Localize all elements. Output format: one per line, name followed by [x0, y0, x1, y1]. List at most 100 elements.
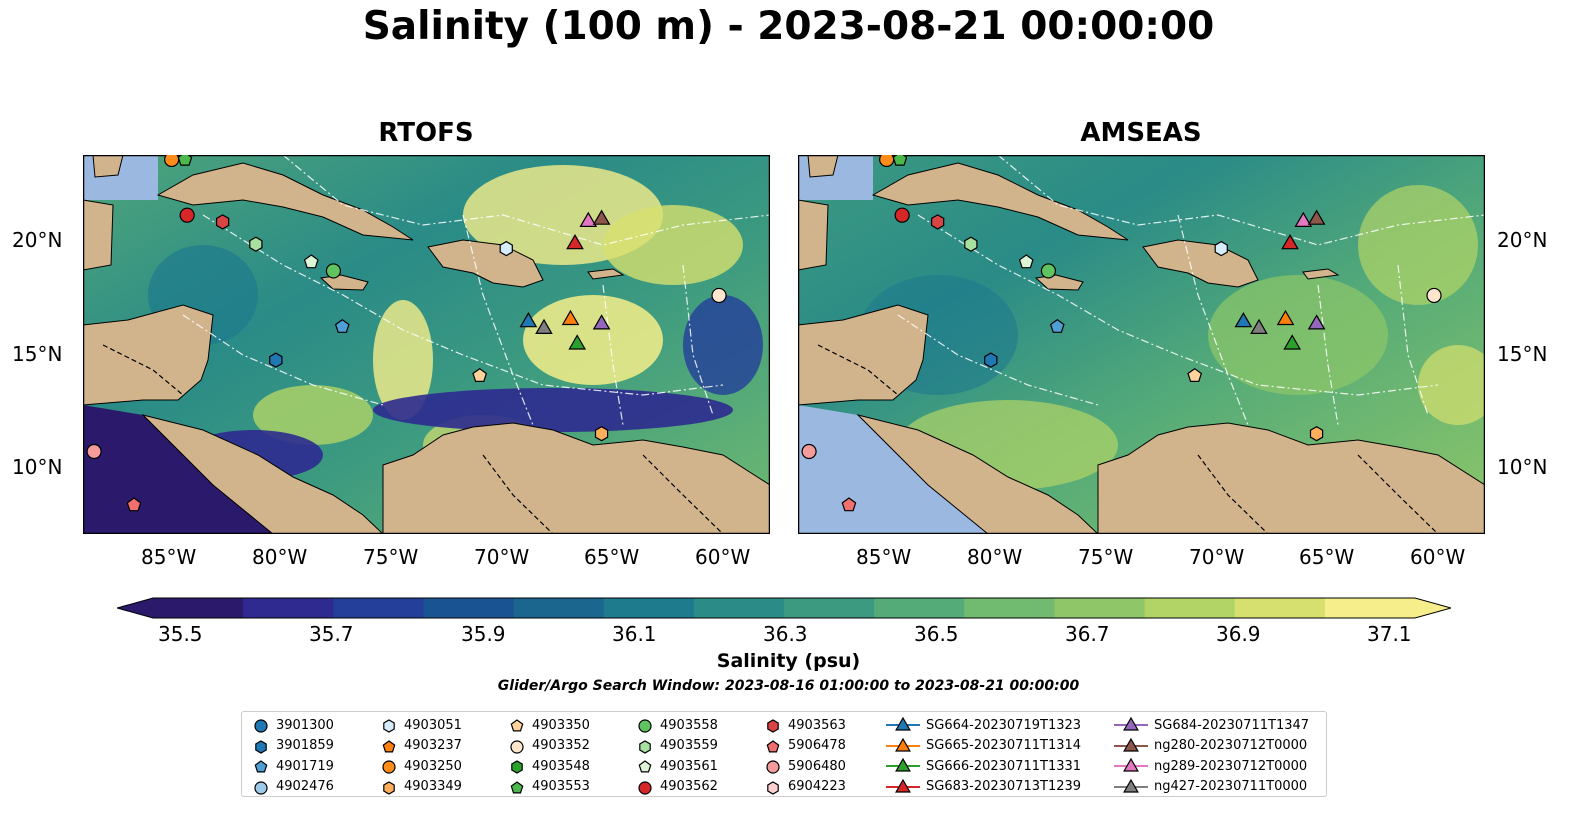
lon-label: 75°W [363, 545, 419, 569]
high-salinity-patch [1208, 275, 1388, 395]
legend-label: 4903558 [660, 717, 718, 733]
marker-5906480 [801, 443, 817, 460]
marker-SG664-20230719T1323 [1234, 312, 1253, 328]
lon-label: 75°W [1078, 545, 1134, 569]
florida-land [807, 155, 839, 178]
legend-marker-icon [638, 760, 652, 773]
lon-label: 85°W [141, 545, 197, 569]
marker-5906478 [126, 497, 142, 512]
marker-4903563 [931, 214, 945, 230]
colorbar-segment [603, 598, 695, 618]
legend-item: ng289-20230712T0000 [1114, 757, 1307, 775]
cuba-land [156, 162, 414, 241]
marker-4903352 [711, 287, 727, 304]
lon-label: 85°W [856, 545, 912, 569]
marker-SG683-20230713T1239 [566, 234, 584, 250]
lat-label: 15°N [12, 342, 63, 366]
marker-ng427-20230711T0000 [1250, 318, 1268, 334]
map-panel-amseas[interactable] [798, 151, 1485, 534]
legend-item: 4903349 [380, 778, 462, 796]
marker-4903051 [499, 240, 513, 257]
high-salinity-patch [253, 385, 373, 445]
high-salinity-patch [1358, 185, 1478, 305]
legend-marker-icon [886, 778, 920, 793]
legend-item: 4903548 [508, 757, 590, 775]
legend-label: 4903548 [532, 758, 590, 774]
marker-4901719 [1049, 318, 1065, 333]
legend-marker-icon [766, 760, 780, 774]
hispaniola-land [427, 239, 544, 288]
legend-marker-icon [886, 737, 920, 752]
legend-item: 5906480 [764, 757, 846, 775]
colorbar-svg [115, 597, 1453, 619]
colorbar-tick: 35.5 [158, 622, 203, 646]
colorbar-segment [243, 598, 334, 618]
colorbar-tick: 37.1 [1367, 622, 1412, 646]
yucatan-land [83, 199, 114, 271]
map-panel-rtofs[interactable] [83, 151, 770, 534]
marker-SG665-20230711T1314 [1276, 309, 1295, 326]
marker-4903559 [249, 236, 263, 252]
colorbar-tick: 36.3 [763, 622, 808, 646]
marker-4903561 [1018, 254, 1034, 269]
lon-label: 60°W [1410, 545, 1466, 569]
colorbar-extend-low [117, 598, 153, 618]
legend-marker-icon [511, 760, 523, 774]
legend-item: 4903563 [764, 716, 846, 734]
legend-label: 4903559 [660, 738, 718, 753]
legend-label: SG664-20230719T1323 [926, 717, 1082, 733]
marker-SG683-20230713T1239 [1281, 234, 1299, 250]
legend-marker-icon [1114, 737, 1148, 752]
legend-marker-icon [510, 739, 524, 754]
legend-marker-icon [382, 760, 396, 774]
marker-4903562 [894, 207, 910, 223]
marker-4903350 [472, 367, 488, 382]
colorbar-extend-high [1415, 598, 1451, 618]
colorbar [115, 596, 1453, 620]
colorbar-ticks: 35.5 35.7 35.9 36.1 36.3 36.5 36.7 36.9 … [0, 622, 1577, 646]
colorbar-segment [1324, 598, 1416, 618]
marker-5906478 [841, 497, 857, 512]
legend-label: ng427-20230711T0000 [1154, 779, 1308, 794]
low-salinity-patch [683, 295, 763, 395]
marker-4903349 [1309, 426, 1324, 442]
legend-marker-icon [383, 780, 395, 795]
legend-label: 4903553 [532, 779, 590, 794]
marker-SG666-20230711T1331 [1283, 334, 1302, 350]
marker-ng289-20230712T0000 [1294, 211, 1313, 228]
colorbar-tick: 36.7 [1065, 622, 1110, 646]
legend-marker-icon [1114, 716, 1148, 731]
lon-label: 65°W [584, 545, 640, 569]
legend-label: 4903349 [404, 779, 462, 794]
lon-label: 70°W [1189, 545, 1245, 569]
legend: 3901300 3901859 4901719 4902476 4903051 49032… [241, 711, 1327, 797]
legend-item: 4903562 [636, 778, 718, 796]
legend-item: 4903051 [380, 716, 462, 734]
markers-right [801, 151, 1442, 512]
legend-item: 4903559 [636, 737, 718, 755]
lat-label: 10°N [1497, 455, 1548, 479]
legend-marker-icon [254, 760, 268, 773]
colorbar-tick: 35.9 [461, 622, 506, 646]
legend-marker-icon [254, 719, 268, 733]
legend-marker-icon [638, 780, 652, 795]
legend-label: ng280-20230712T0000 [1154, 738, 1308, 753]
legend-marker-icon [383, 719, 395, 733]
panel-title-left: RTOFS [378, 118, 474, 148]
legend-item: 4903250 [380, 757, 462, 775]
marker-4903051 [1214, 240, 1228, 257]
marker-4903553 [892, 151, 908, 166]
country-borders [102, 344, 724, 534]
puerto-rico-land [1302, 268, 1340, 280]
marker-4903350 [1187, 367, 1203, 382]
colorbar-label: Salinity (psu) [716, 650, 861, 672]
high-salinity-patch [1418, 345, 1485, 425]
lat-label: 15°N [1497, 342, 1548, 366]
marker-3901859 [984, 352, 998, 368]
marker-4903250 [879, 151, 895, 168]
marker-SG664-20230719T1323 [519, 312, 538, 328]
legend-item: SG684-20230711T1347 [1114, 716, 1309, 734]
legend-marker-icon [767, 719, 779, 733]
florida-land [92, 155, 124, 178]
yucatan-land [798, 199, 829, 271]
